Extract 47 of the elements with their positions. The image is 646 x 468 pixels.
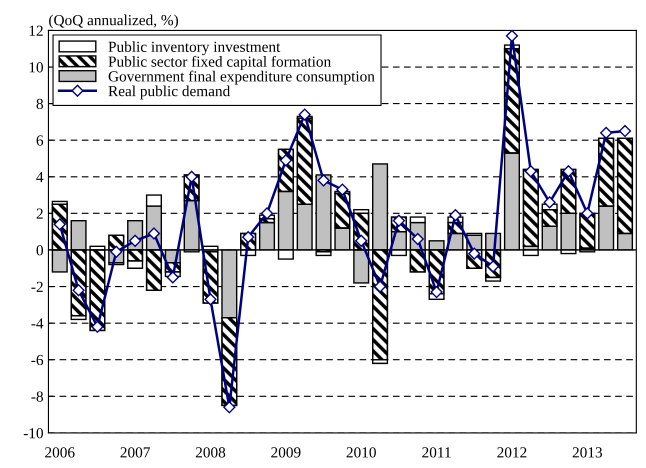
point [260, 207, 274, 220]
y-tick-label: -10 [24, 428, 44, 438]
y-tick-label: -8 [31, 391, 44, 402]
y-tick-label: 6 [36, 135, 44, 146]
point [204, 293, 217, 306]
point [280, 154, 292, 166]
point [355, 234, 368, 247]
x-tick-label: 2011 [422, 447, 451, 458]
point [544, 196, 556, 208]
point [581, 207, 594, 220]
point [524, 165, 537, 178]
y-tick-label: 4 [36, 172, 44, 182]
y-tick-label: 12 [30, 26, 43, 36]
point [186, 170, 198, 183]
point [317, 174, 330, 187]
point [223, 401, 236, 414]
x-tick-label: 2010 [346, 447, 376, 458]
y-tick-label: 2 [36, 208, 43, 219]
y-tick-label: 8 [36, 98, 44, 110]
x-tick-label: 2013 [572, 447, 602, 458]
point [506, 30, 518, 42]
y-tick-label: -2 [31, 282, 43, 292]
point [91, 320, 104, 333]
x-tick-label: 2008 [196, 447, 226, 458]
x-tick-label: 2012 [497, 447, 526, 458]
y-tick-label: 0 [36, 245, 44, 256]
point [166, 271, 179, 284]
legend-label: Real public demand [108, 86, 230, 100]
point [430, 286, 443, 298]
point [298, 108, 311, 121]
point [72, 284, 85, 296]
point [336, 183, 348, 196]
point [562, 165, 575, 178]
x-tick-label: 2007 [120, 447, 150, 458]
y-tick-label: -6 [31, 354, 44, 366]
point [618, 124, 632, 138]
y-axis-title: (QoQ annualized, %) [49, 14, 178, 28]
x-tick-label: 2009 [271, 447, 301, 458]
point [449, 209, 462, 222]
legend-label: Government final expenditure consumption [108, 70, 375, 85]
x-tick-label: 2006 [45, 447, 75, 458]
legend-label: Public inventory investment [108, 41, 280, 56]
legend-label: Public sector fixed capital formation [108, 56, 331, 70]
point [374, 280, 386, 293]
point [600, 126, 612, 139]
y-tick-label: 10 [30, 62, 44, 72]
y-tick-label: -4 [31, 318, 44, 328]
